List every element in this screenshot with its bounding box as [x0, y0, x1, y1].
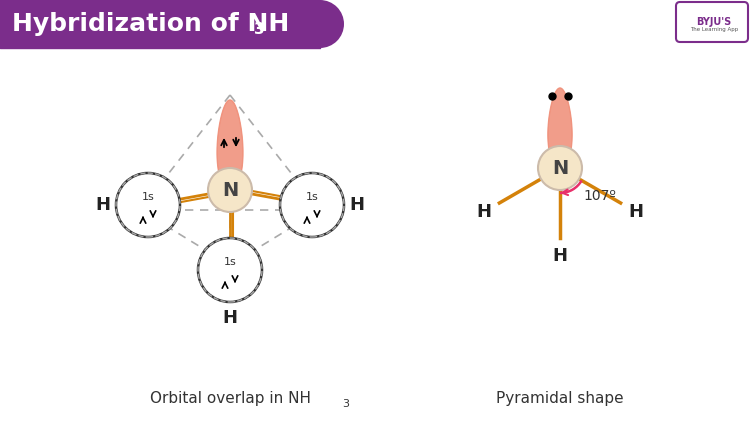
Text: 3: 3	[343, 399, 350, 409]
Text: 1s: 1s	[306, 192, 318, 202]
FancyBboxPatch shape	[0, 0, 320, 48]
Text: H: H	[350, 196, 364, 214]
Text: H: H	[553, 247, 568, 265]
Text: N: N	[222, 180, 238, 199]
Text: H: H	[476, 203, 491, 221]
Wedge shape	[320, 0, 344, 48]
Text: 1s: 1s	[142, 192, 154, 202]
Text: 3: 3	[254, 22, 265, 38]
Text: 107º: 107º	[584, 189, 616, 203]
Polygon shape	[548, 88, 572, 168]
Circle shape	[198, 238, 262, 302]
Text: H: H	[95, 196, 110, 214]
Circle shape	[280, 173, 344, 237]
Text: Pyramidal shape: Pyramidal shape	[496, 391, 624, 406]
Circle shape	[538, 146, 582, 190]
Text: Hybridization of NH: Hybridization of NH	[12, 12, 290, 36]
Text: N: N	[552, 159, 568, 177]
Text: H: H	[223, 309, 238, 327]
Text: H: H	[628, 203, 644, 221]
FancyBboxPatch shape	[676, 2, 748, 42]
Circle shape	[208, 168, 252, 212]
Circle shape	[116, 173, 180, 237]
Polygon shape	[217, 100, 243, 190]
Text: The Learning App: The Learning App	[690, 28, 738, 32]
Text: 1s: 1s	[224, 257, 236, 267]
Text: BYJU'S: BYJU'S	[696, 17, 731, 27]
Text: Orbital overlap in NH: Orbital overlap in NH	[149, 391, 310, 406]
